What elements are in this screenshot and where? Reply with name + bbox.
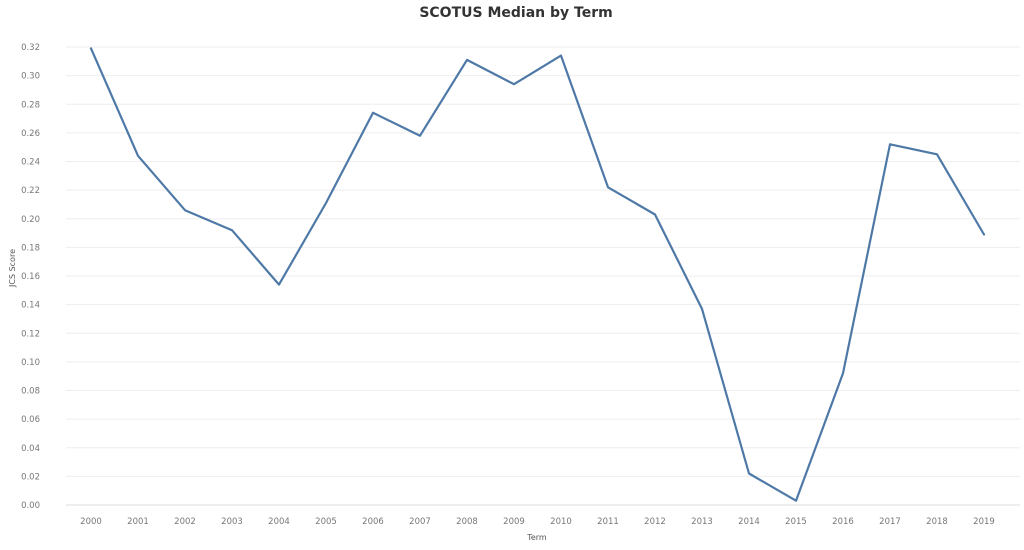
- x-tick-label: 2019: [973, 517, 995, 527]
- y-tick-label: 0.20: [21, 215, 40, 225]
- y-tick-label: 0.14: [21, 301, 40, 311]
- data-point[interactable]: [322, 199, 330, 207]
- x-tick-label: 2015: [785, 517, 807, 527]
- x-tick-label: 2004: [268, 517, 290, 527]
- data-point[interactable]: [792, 497, 800, 505]
- y-tick-label: 0.18: [21, 243, 40, 253]
- x-tick-label: 2017: [879, 517, 901, 527]
- x-tick-label: 2000: [80, 517, 102, 527]
- x-tick-label: 2013: [691, 517, 713, 527]
- x-tick-label: 2008: [456, 517, 478, 527]
- x-tick-label: 2002: [174, 517, 196, 527]
- y-tick-label: 0.02: [21, 472, 40, 482]
- data-point[interactable]: [87, 44, 95, 52]
- data-point[interactable]: [839, 369, 847, 377]
- y-axis-title: JCS Score: [8, 249, 17, 288]
- x-tick-label: 2016: [832, 517, 854, 527]
- x-axis-ticks: 2000 2001 2002 2003 2004 2005 2006 2007 2008 2009…: [80, 517, 995, 527]
- x-axis-title: Term: [526, 533, 547, 542]
- series-line: [89, 47, 986, 502]
- y-tick-label: 0.12: [21, 329, 40, 339]
- y-tick-label: 0.30: [21, 72, 40, 82]
- x-tick-label: 2014: [738, 517, 760, 527]
- x-tick-label: 2018: [926, 517, 948, 527]
- data-point[interactable]: [369, 109, 377, 117]
- data-point[interactable]: [134, 152, 142, 160]
- data-point[interactable]: [745, 470, 753, 478]
- x-tick-label: 2003: [221, 517, 243, 527]
- y-tick-label: 0.06: [21, 415, 40, 425]
- data-point[interactable]: [510, 80, 518, 88]
- y-tick-label: 0.22: [21, 186, 40, 196]
- y-tick-label: 0.10: [21, 358, 40, 368]
- y-tick-label: 0.32: [21, 43, 40, 53]
- x-tick-label: 2009: [503, 517, 525, 527]
- data-point[interactable]: [275, 281, 283, 289]
- data-point[interactable]: [886, 140, 894, 148]
- data-point[interactable]: [228, 226, 236, 234]
- y-tick-label: 0.16: [21, 272, 40, 282]
- series-layer: [87, 44, 988, 505]
- data-point[interactable]: [181, 206, 189, 214]
- data-point[interactable]: [933, 150, 941, 158]
- data-point[interactable]: [557, 52, 565, 60]
- x-tick-label: 2007: [409, 517, 431, 527]
- y-tick-label: 0.26: [21, 129, 40, 139]
- x-tick-label: 2006: [362, 517, 384, 527]
- x-tick-label: 2011: [597, 517, 619, 527]
- y-axis-ticks: 0.00 0.02 0.04 0.06 0.08 0.10 0.12 0.14 0.16 0.18…: [21, 43, 40, 511]
- gridlines: [66, 46, 1020, 506]
- data-point[interactable]: [698, 305, 706, 313]
- x-tick-label: 2012: [644, 517, 666, 527]
- x-tick-label: 2005: [315, 517, 337, 527]
- data-point[interactable]: [463, 56, 471, 64]
- data-point[interactable]: [416, 132, 424, 140]
- y-tick-label: 0.08: [21, 387, 40, 397]
- y-tick-label: 0.28: [21, 100, 40, 110]
- x-tick-label: 2010: [550, 517, 572, 527]
- y-tick-label: 0.24: [21, 158, 40, 168]
- data-point[interactable]: [604, 183, 612, 191]
- y-tick-label: 0.00: [21, 501, 40, 511]
- x-tick-label: 2001: [127, 517, 149, 527]
- y-tick-label: 0.04: [21, 444, 40, 454]
- chart-title: SCOTUS Median by Term: [419, 5, 612, 21]
- data-point[interactable]: [651, 210, 659, 218]
- data-point[interactable]: [980, 230, 988, 238]
